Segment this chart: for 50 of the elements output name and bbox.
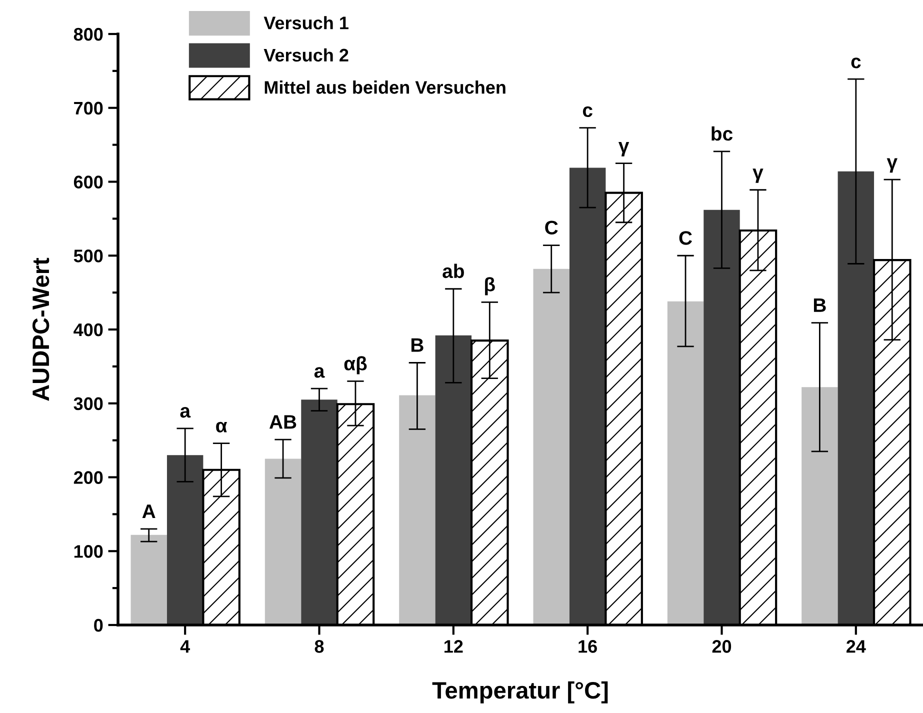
legend-label: Versuch 2 bbox=[264, 48, 348, 62]
x-tick-label: 24 bbox=[846, 640, 866, 653]
bar bbox=[130, 534, 167, 625]
y-tick-label: 300 bbox=[74, 397, 103, 410]
annotation: γ bbox=[618, 142, 630, 156]
annotation: αβ bbox=[344, 356, 367, 374]
bar bbox=[667, 301, 704, 625]
bar bbox=[435, 335, 472, 625]
x-tick-label: 20 bbox=[712, 640, 732, 653]
annotation: C bbox=[545, 220, 558, 234]
y-tick-label: 200 bbox=[74, 471, 103, 484]
x-tick-label: 8 bbox=[314, 640, 324, 653]
annotation: ab bbox=[442, 264, 464, 278]
y-axis-title: AUDPC-Wert bbox=[32, 258, 50, 401]
bar bbox=[264, 458, 302, 625]
annotation: B bbox=[411, 338, 424, 352]
legend-label: Mittel aus beiden Versuchen bbox=[264, 80, 506, 94]
annotation: γ bbox=[886, 158, 898, 173]
annotation: β bbox=[485, 277, 495, 296]
annotation: B bbox=[814, 298, 826, 312]
bar bbox=[533, 268, 570, 625]
y-tick-label: 800 bbox=[74, 28, 103, 41]
legend-label: Versuch 1 bbox=[264, 16, 348, 30]
annotation: c bbox=[851, 58, 861, 68]
annotation: C bbox=[679, 231, 692, 245]
annotation: bc bbox=[712, 126, 733, 141]
bar bbox=[569, 168, 606, 625]
bar bbox=[399, 395, 436, 625]
annotation: a bbox=[180, 407, 191, 418]
annotation: γ bbox=[752, 168, 764, 183]
bar bbox=[838, 171, 874, 625]
annotation: c bbox=[582, 106, 592, 118]
bar bbox=[166, 455, 204, 625]
y-tick-label: 0 bbox=[94, 618, 103, 632]
annotation: a bbox=[314, 367, 325, 378]
y-tick-label: 600 bbox=[74, 176, 103, 188]
y-tick-label: 700 bbox=[74, 102, 103, 115]
y-tick-label: 100 bbox=[74, 545, 103, 558]
y-tick-label: 400 bbox=[74, 323, 103, 336]
x-tick-label: 4 bbox=[180, 640, 190, 653]
annotation: A bbox=[142, 504, 156, 518]
y-tick-label: 500 bbox=[74, 250, 103, 262]
annotation: α bbox=[216, 422, 228, 432]
x-axis-title: Temperatur [°C] bbox=[432, 681, 608, 704]
annotation: AB bbox=[269, 415, 296, 429]
bar bbox=[802, 387, 838, 625]
bar bbox=[704, 210, 740, 625]
x-tick-label: 12 bbox=[444, 640, 463, 653]
bar bbox=[301, 400, 338, 625]
x-tick-label: 16 bbox=[578, 640, 597, 653]
